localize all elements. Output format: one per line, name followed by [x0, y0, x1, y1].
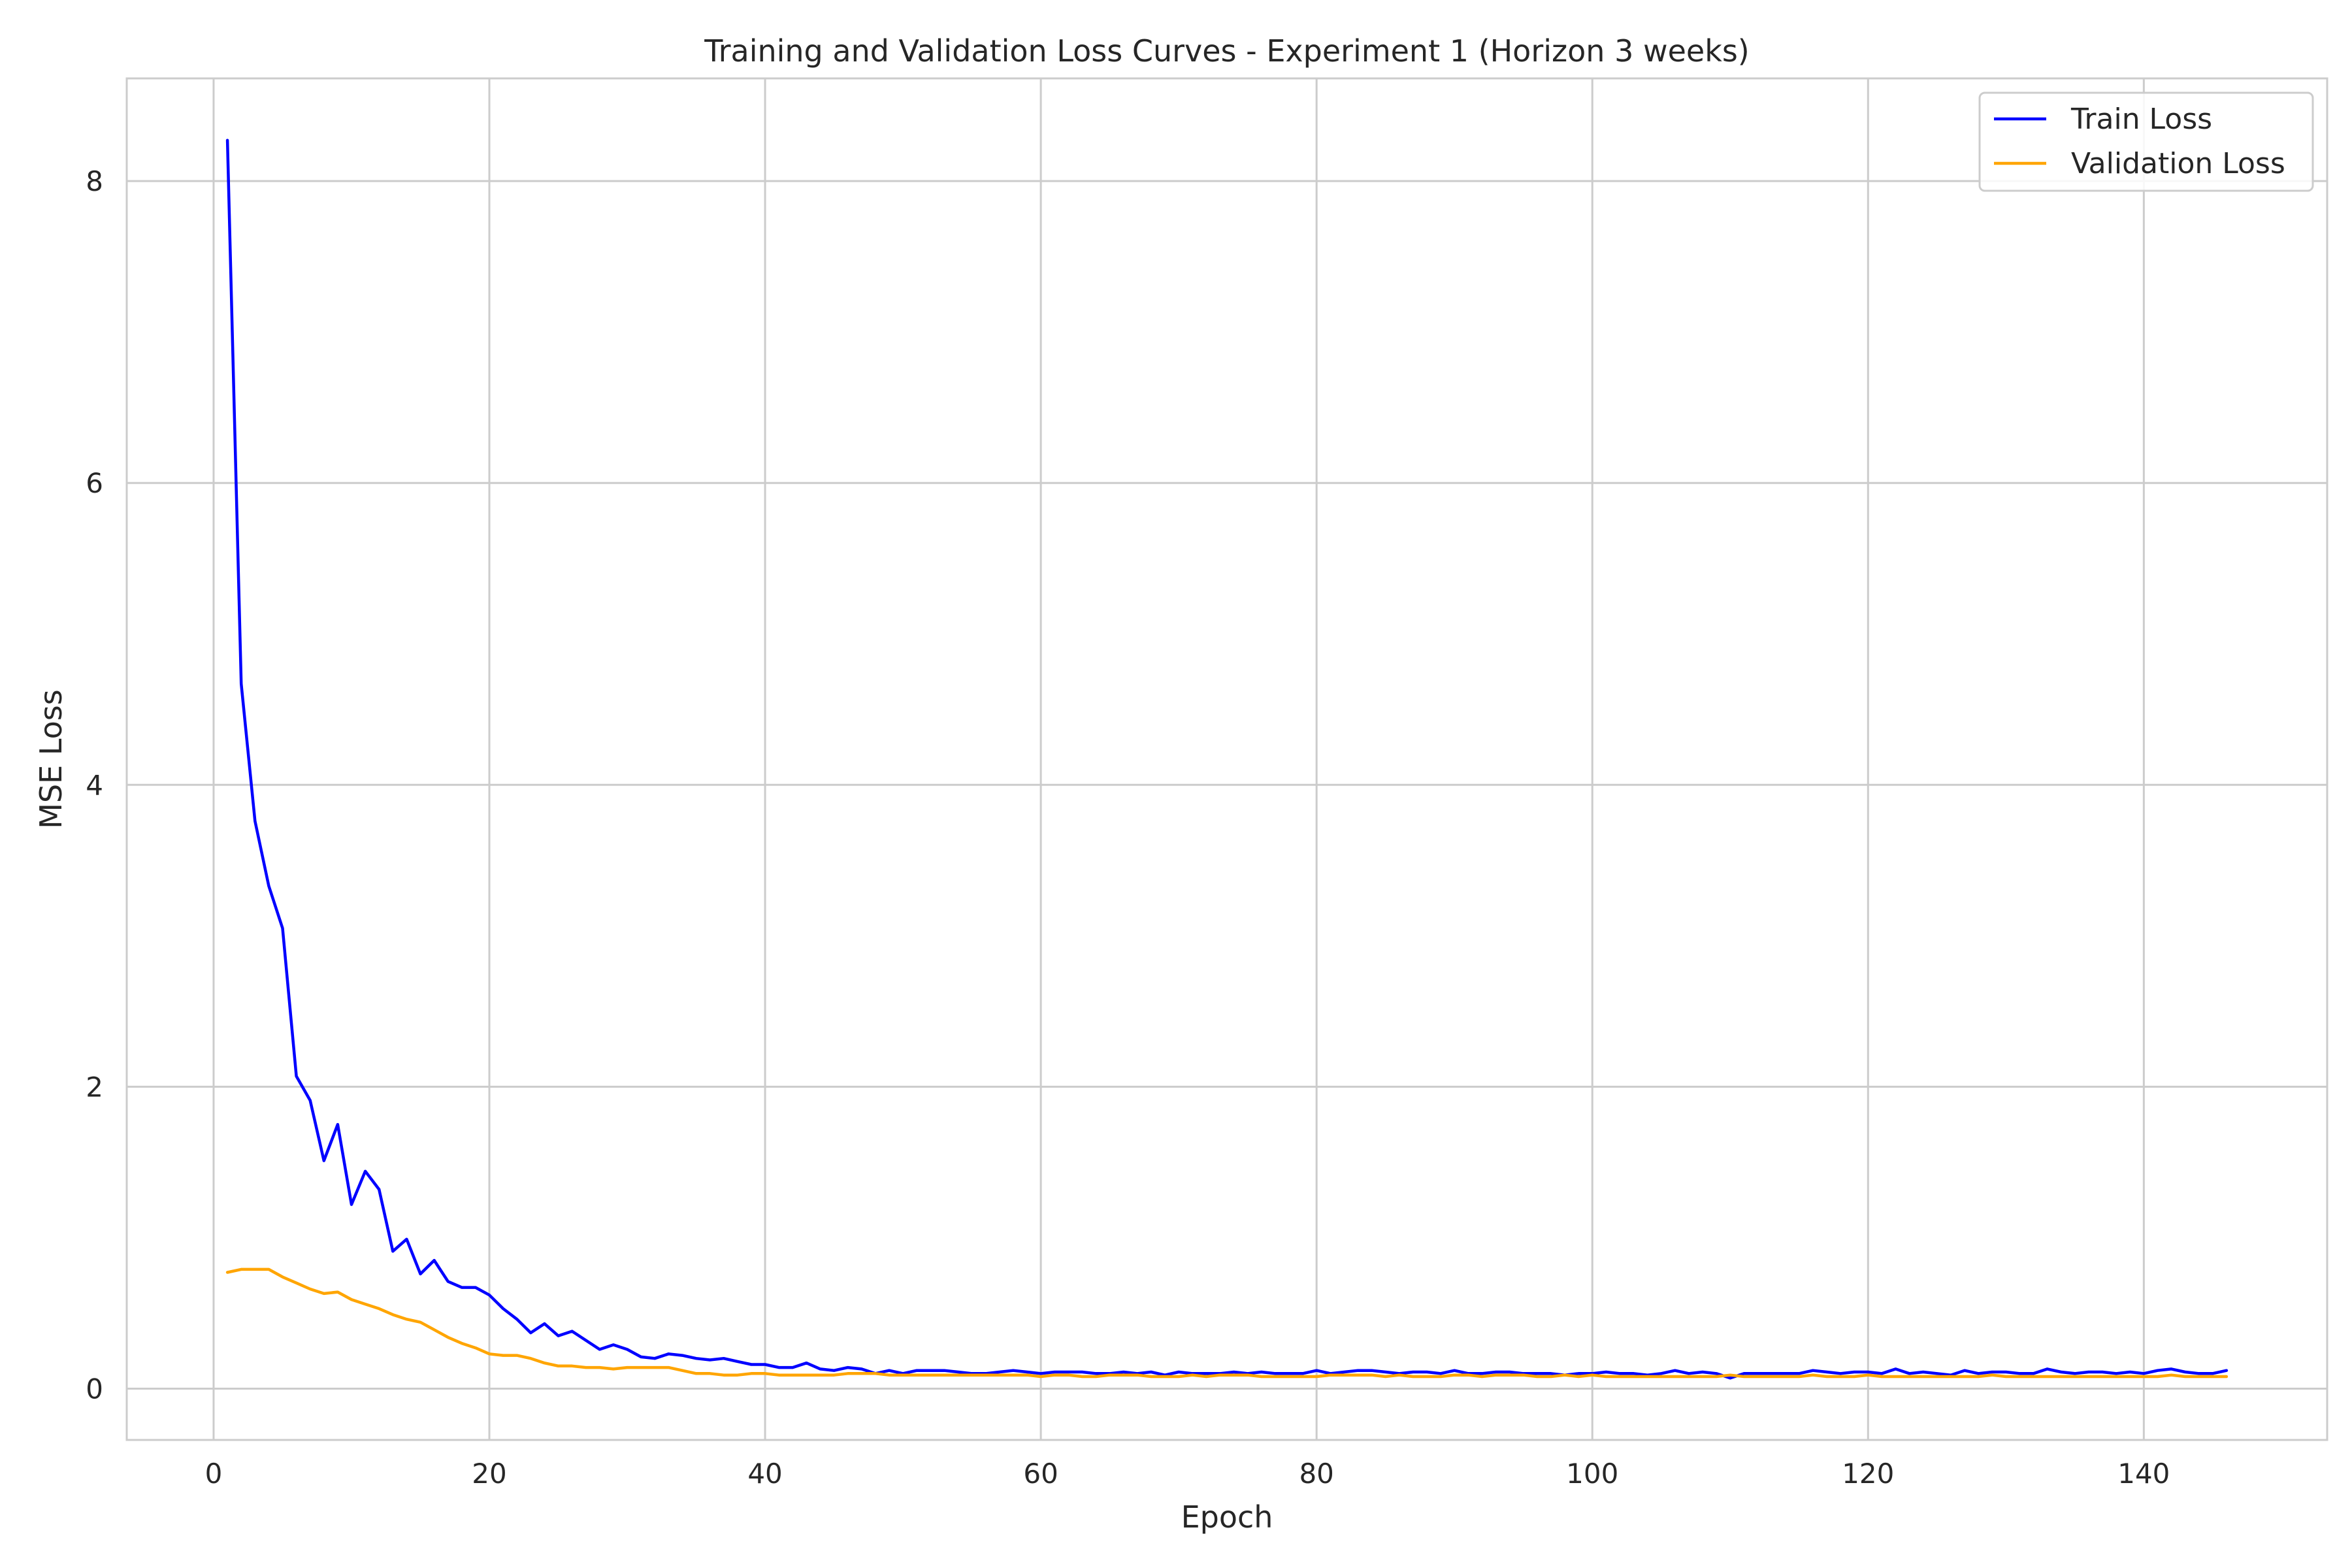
legend-box [1978, 91, 2314, 192]
x-tick-label: 100 [1566, 1458, 1618, 1490]
x-tick-label: 0 [205, 1458, 223, 1490]
series-line-validation-loss [225, 1267, 2229, 1379]
y-tick-label: 8 [86, 165, 103, 197]
y-tick-label: 4 [86, 769, 103, 801]
plot-frame [125, 77, 2328, 1441]
x-tick-label: 20 [472, 1458, 506, 1490]
x-tick-label: 60 [1023, 1458, 1058, 1490]
series-line-train-loss [225, 139, 2229, 1380]
legend-label-validation-loss: Validation Loss [2071, 147, 2285, 180]
y-tick-labels: 0 2 4 6 8 [86, 165, 103, 1405]
plot-background [127, 78, 2327, 1440]
y-tick-label: 6 [86, 467, 103, 499]
x-axis-label: Epoch [1181, 1499, 1273, 1535]
x-tick-label: 80 [1299, 1458, 1333, 1490]
grid-lines [127, 78, 2327, 1440]
x-tick-label: 120 [1842, 1458, 1894, 1490]
series-layer [225, 139, 2229, 1380]
y-tick-label: 2 [86, 1071, 103, 1103]
legend: Train Loss Validation Loss [1978, 91, 2314, 192]
x-tick-labels: 0 20 40 60 80 100 120 140 [205, 1458, 2170, 1490]
chart-title: Training and Validation Loss Curves - Ex… [704, 33, 1750, 69]
y-tick-label: 0 [86, 1373, 103, 1405]
y-axis-label: MSE Loss [33, 689, 69, 828]
x-tick-label: 40 [747, 1458, 782, 1490]
legend-label-train-loss: Train Loss [2070, 103, 2212, 136]
x-tick-label: 140 [2117, 1458, 2170, 1490]
